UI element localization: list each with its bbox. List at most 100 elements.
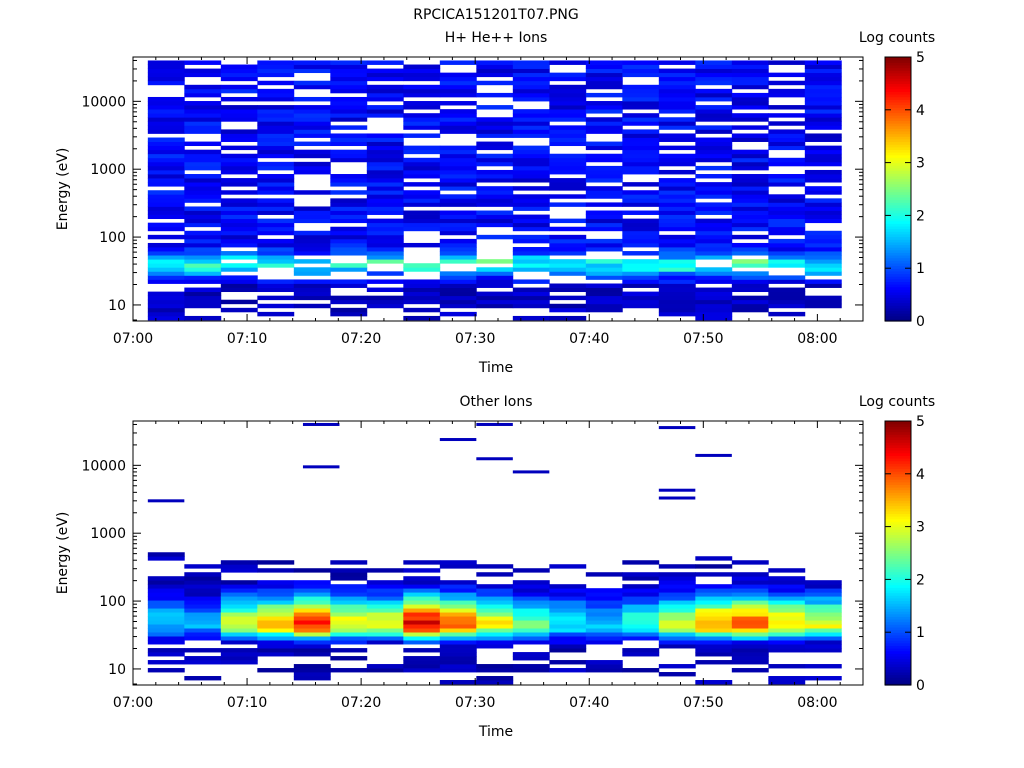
- heatmap-cell: [330, 584, 368, 589]
- heatmap-cell: [366, 596, 404, 601]
- heatmap-cell: [695, 299, 733, 305]
- heatmap-cell: [403, 648, 441, 653]
- heatmap-cell: [147, 596, 185, 601]
- colorbar-segment: [885, 146, 911, 150]
- colorbar-segment: [885, 500, 911, 504]
- colorbar-segment: [885, 59, 911, 63]
- heatmap-cell: [768, 194, 806, 199]
- heatmap-cell: [804, 632, 842, 637]
- heatmap-cell: [220, 230, 258, 236]
- heatmap-cell: [512, 125, 550, 130]
- heatmap-cell: [366, 287, 404, 293]
- heatmap-cell: [695, 608, 733, 613]
- heatmap-cell: [366, 218, 404, 224]
- heatmap-cell: [731, 560, 769, 565]
- heatmap-cell: [695, 628, 733, 633]
- heatmap-cell: [330, 640, 368, 645]
- heatmap-cell: [257, 295, 295, 301]
- heatmap-cell: [512, 68, 550, 74]
- heatmap-cell: [695, 137, 733, 142]
- heatmap-cell: [403, 636, 441, 641]
- heatmap-cell: [220, 169, 258, 175]
- heatmap-cell: [366, 600, 404, 605]
- heatmap-cell: [366, 624, 404, 629]
- colorbar-segment: [885, 650, 911, 654]
- heatmap-cell: [585, 664, 623, 669]
- heatmap-cell: [330, 109, 368, 114]
- heatmap-cell: [695, 307, 733, 313]
- heatmap-cell: [147, 299, 185, 305]
- heatmap-cell: [804, 580, 842, 585]
- heatmap-cell: [658, 137, 696, 142]
- heatmap-cell: [220, 660, 258, 665]
- heatmap-cell: [622, 113, 660, 118]
- heatmap-cell: [658, 283, 696, 288]
- heatmap-cell: [366, 109, 404, 114]
- colorbar-segment: [885, 487, 911, 491]
- heatmap-cell: [768, 218, 806, 224]
- colorbar-segment: [885, 642, 911, 646]
- colorbar-segment: [885, 233, 911, 238]
- heatmap-cell: [695, 125, 733, 130]
- heatmap-cell: [658, 88, 696, 94]
- heatmap-cell: [731, 263, 769, 268]
- colorbar-frame: [884, 56, 912, 322]
- heatmap-cell: [768, 161, 806, 167]
- heatmap-cell: [622, 194, 660, 199]
- heatmap-cell: [220, 178, 258, 183]
- heatmap-cell: [804, 174, 842, 179]
- heatmap-cell: [585, 210, 623, 215]
- heatmap-cell: [512, 178, 550, 183]
- heatmap-cell: [549, 169, 587, 175]
- heatmap-cell: [403, 242, 441, 248]
- heatmap-cell: [768, 259, 806, 264]
- heatmap-cell: [293, 287, 331, 293]
- colorbar-segment: [885, 107, 911, 111]
- heatmap-cell: [439, 283, 477, 288]
- heatmap-cell: [731, 226, 769, 232]
- heatmap-cell: [585, 153, 623, 159]
- heatmap-cell: [293, 247, 331, 252]
- heatmap-cell: [804, 648, 842, 653]
- colorbar-segment: [885, 584, 911, 588]
- heatmap-cell: [549, 596, 587, 601]
- heatmap-cell: [512, 267, 550, 272]
- heatmap-cell: [257, 251, 295, 256]
- heatmap-cell: [366, 568, 404, 573]
- heatmap-cell: [184, 178, 222, 183]
- heatmap-cell: [585, 636, 623, 641]
- heatmap-cell: [768, 592, 806, 597]
- heatmap-cell: [403, 84, 441, 90]
- heatmap-cell: [257, 165, 295, 171]
- heatmap-cell: [658, 202, 696, 207]
- heatmap-cell: [658, 218, 696, 224]
- heatmap-cell: [512, 84, 550, 90]
- heatmap-cell: [549, 612, 587, 617]
- heatmap-cell: [147, 592, 185, 597]
- heatmap-cell: [366, 592, 404, 597]
- heatmap-cell: [549, 202, 587, 207]
- heatmap-cell: [439, 560, 477, 565]
- heatmap-cell: [147, 588, 185, 593]
- heatmap-cell: [622, 624, 660, 629]
- heatmap-cell: [257, 64, 295, 69]
- heatmap-cell: [330, 668, 368, 673]
- heatmap-cell: [695, 153, 733, 159]
- heatmap-cell: [293, 271, 331, 276]
- heatmap-cell: [403, 182, 441, 187]
- heatmap-cell: [439, 121, 477, 126]
- heatmap-cell-sparse: [476, 422, 513, 426]
- heatmap-cell: [147, 222, 185, 228]
- heatmap-cell: [695, 194, 733, 199]
- heatmap-cell: [731, 96, 769, 102]
- x-tick-label: 07:30: [455, 331, 495, 347]
- heatmap-cell: [184, 588, 222, 593]
- heatmap-cell: [622, 616, 660, 621]
- colorbar-segment: [885, 67, 911, 71]
- colorbar-segment: [885, 101, 911, 106]
- heatmap-cell: [731, 580, 769, 585]
- heatmap-cell: [184, 218, 222, 224]
- colorbar-segment: [885, 479, 911, 483]
- heatmap-cell: [293, 632, 331, 637]
- heatmap-cell: [257, 592, 295, 597]
